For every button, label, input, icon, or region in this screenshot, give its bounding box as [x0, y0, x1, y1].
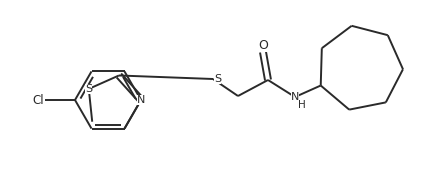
Text: Cl: Cl: [32, 93, 44, 107]
Text: S: S: [214, 74, 221, 84]
Text: S: S: [85, 84, 92, 94]
Text: H: H: [298, 100, 306, 110]
Text: O: O: [258, 38, 268, 52]
Text: N: N: [137, 95, 145, 105]
Text: N: N: [291, 92, 299, 102]
